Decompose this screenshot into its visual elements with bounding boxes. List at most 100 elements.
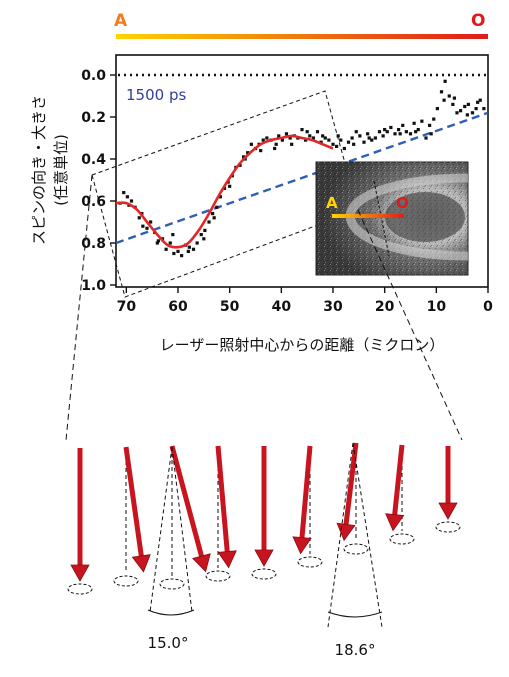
fit-curve [115,134,334,249]
data-point [199,233,203,237]
data-point [238,163,242,167]
data-point [420,119,424,123]
arrow-head [131,554,151,573]
arrow-shaft [392,444,405,515]
data-point [474,107,478,111]
x-axis-ticks: 70 60 50 40 30 20 10 0 [117,287,493,315]
data-point [207,220,211,224]
gradient-bar [116,34,488,39]
data-point [414,130,418,134]
data-point [321,134,325,138]
data-point [393,132,397,136]
angle-annotation-right: 18.6° [327,442,383,659]
data-point [308,134,312,138]
y-tick-label: 0.6 [81,194,106,210]
x-axis-label: レーザー照射中心からの距離（ミクロン） [160,336,445,354]
data-point [463,104,467,109]
data-point [478,98,482,102]
arrow-head [336,522,356,542]
data-point [288,136,292,140]
data-point [280,138,284,142]
data-point [242,155,246,159]
data-point [432,117,436,121]
linear-fit [115,111,489,245]
spin-arrow [435,446,461,533]
data-point [412,121,416,125]
x-tick-label: 10 [427,299,447,315]
data-point [172,251,176,256]
y-tick-label: 0.0 [81,68,106,84]
x-tick-label: 40 [272,299,292,315]
data-point [261,138,265,142]
gradient-bar-label-o: O [471,11,485,31]
y-axis-label: スピンの向き・大きさ (任意単位) [30,95,70,245]
data-point [465,113,469,117]
data-point [284,132,289,136]
data-point [311,136,315,140]
precession-ellipse [251,568,277,580]
data-point [171,233,175,237]
data-point [435,107,439,111]
precession-ellipse [113,575,139,587]
data-point [381,134,385,138]
data-point [447,94,451,98]
data-point [187,245,191,249]
data-point [305,130,309,134]
data-point [424,136,428,140]
data-point [428,123,432,127]
linear-fit-line [115,111,489,245]
data-point [397,128,401,132]
data-point [346,140,351,144]
data-point [141,224,145,228]
y-tick-label: 0.2 [81,110,106,126]
data-point [350,136,354,140]
data-point [323,136,327,140]
x-tick-label: 60 [168,299,188,315]
precession-ellipse [205,570,231,582]
data-point [277,134,281,138]
time-annotation: 1500 ps [126,86,186,104]
data-point [442,98,446,102]
data-point [304,138,308,142]
data-point [168,241,172,245]
angle-annotation-left: 15.0° [148,446,195,652]
arrow-head [192,553,211,573]
data-point [122,191,126,195]
precession-ellipse [389,533,415,545]
data-point [459,109,463,113]
arrow-shaft [169,445,204,557]
x-tick-label: 0 [483,299,493,315]
y-axis-ticks: 0.0 0.2 0.4 0.6 0.8 1.0 [81,68,116,294]
y-axis-label-line2: (任意単位) [52,134,70,206]
data-point [228,184,232,188]
data-point [352,142,356,146]
data-point [319,140,323,144]
data-point [339,138,343,142]
precession-ellipse [435,521,461,533]
inset-label-o: O [396,194,409,212]
arrow-shaft [215,445,230,552]
data-point [202,237,206,241]
data-point [358,134,362,138]
spin-arrow [113,446,151,587]
data-point [342,146,346,151]
data-point [249,142,253,146]
plot-frame [115,54,489,288]
spin-arrow [251,446,277,580]
arrow-head [70,564,90,582]
data-point [429,132,433,136]
data-point [164,247,168,251]
data-point [137,216,141,220]
data-point [273,146,277,151]
data-point [389,125,393,130]
data-point [443,79,447,83]
inset-label-a: A [326,194,338,212]
data-point [404,130,408,134]
data-point [145,226,149,230]
arrow-shaft [299,445,313,538]
arrow-shaft [123,446,144,557]
data-point [274,142,278,146]
y-tick-label: 0.4 [81,152,106,168]
x-tick-label: 70 [117,299,137,315]
